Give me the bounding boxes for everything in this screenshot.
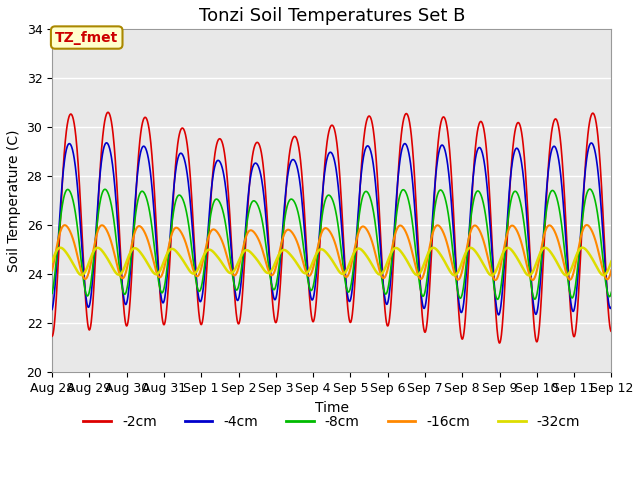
- -4cm: [77, 226, 84, 232]
- -2cm: [495, 340, 503, 346]
- -2cm: [77, 204, 84, 209]
- -16cm: [488, 273, 496, 278]
- -16cm: [583, 222, 591, 228]
- -2cm: [306, 293, 314, 299]
- -16cm: [305, 273, 313, 279]
- -32cm: [591, 262, 599, 267]
- -8cm: [607, 289, 615, 295]
- Legend: -2cm, -4cm, -8cm, -16cm, -32cm: -2cm, -4cm, -8cm, -16cm, -32cm: [77, 409, 586, 434]
- -32cm: [488, 272, 496, 278]
- -8cm: [592, 200, 600, 206]
- -8cm: [586, 186, 594, 192]
- -2cm: [591, 116, 599, 122]
- -4cm: [495, 312, 502, 318]
- -32cm: [320, 248, 328, 253]
- Text: TZ_fmet: TZ_fmet: [55, 31, 118, 45]
- -16cm: [48, 267, 56, 273]
- -4cm: [592, 152, 600, 158]
- -32cm: [592, 262, 600, 268]
- Line: -8cm: -8cm: [52, 189, 611, 300]
- -8cm: [591, 199, 599, 205]
- -32cm: [579, 245, 586, 251]
- -16cm: [77, 266, 84, 272]
- -4cm: [321, 172, 328, 178]
- -4cm: [306, 286, 314, 292]
- -2cm: [489, 253, 497, 259]
- -32cm: [525, 273, 532, 278]
- -2cm: [592, 117, 600, 123]
- -2cm: [104, 109, 112, 115]
- -2cm: [607, 329, 615, 335]
- Line: -16cm: -16cm: [52, 225, 611, 280]
- -32cm: [48, 259, 56, 264]
- -4cm: [103, 140, 111, 146]
- Title: Tonzi Soil Temperatures Set B: Tonzi Soil Temperatures Set B: [198, 7, 465, 25]
- -16cm: [492, 277, 499, 283]
- -16cm: [591, 238, 599, 243]
- -8cm: [488, 271, 496, 277]
- -32cm: [305, 267, 313, 273]
- -4cm: [48, 307, 56, 312]
- -16cm: [320, 226, 328, 232]
- -8cm: [77, 253, 84, 259]
- Y-axis label: Soil Temperature (C): Soil Temperature (C): [7, 130, 21, 272]
- -16cm: [607, 267, 615, 273]
- -2cm: [48, 333, 56, 339]
- Line: -4cm: -4cm: [52, 143, 611, 315]
- -8cm: [305, 284, 313, 289]
- -8cm: [48, 290, 56, 296]
- -16cm: [592, 239, 600, 244]
- -8cm: [320, 202, 328, 208]
- -4cm: [591, 151, 599, 156]
- Line: -32cm: -32cm: [52, 248, 611, 276]
- -2cm: [321, 167, 328, 173]
- -32cm: [607, 259, 615, 264]
- X-axis label: Time: Time: [315, 401, 349, 415]
- -8cm: [493, 297, 501, 302]
- -4cm: [489, 262, 497, 267]
- -4cm: [607, 304, 615, 310]
- -32cm: [77, 272, 84, 278]
- Line: -2cm: -2cm: [52, 112, 611, 343]
